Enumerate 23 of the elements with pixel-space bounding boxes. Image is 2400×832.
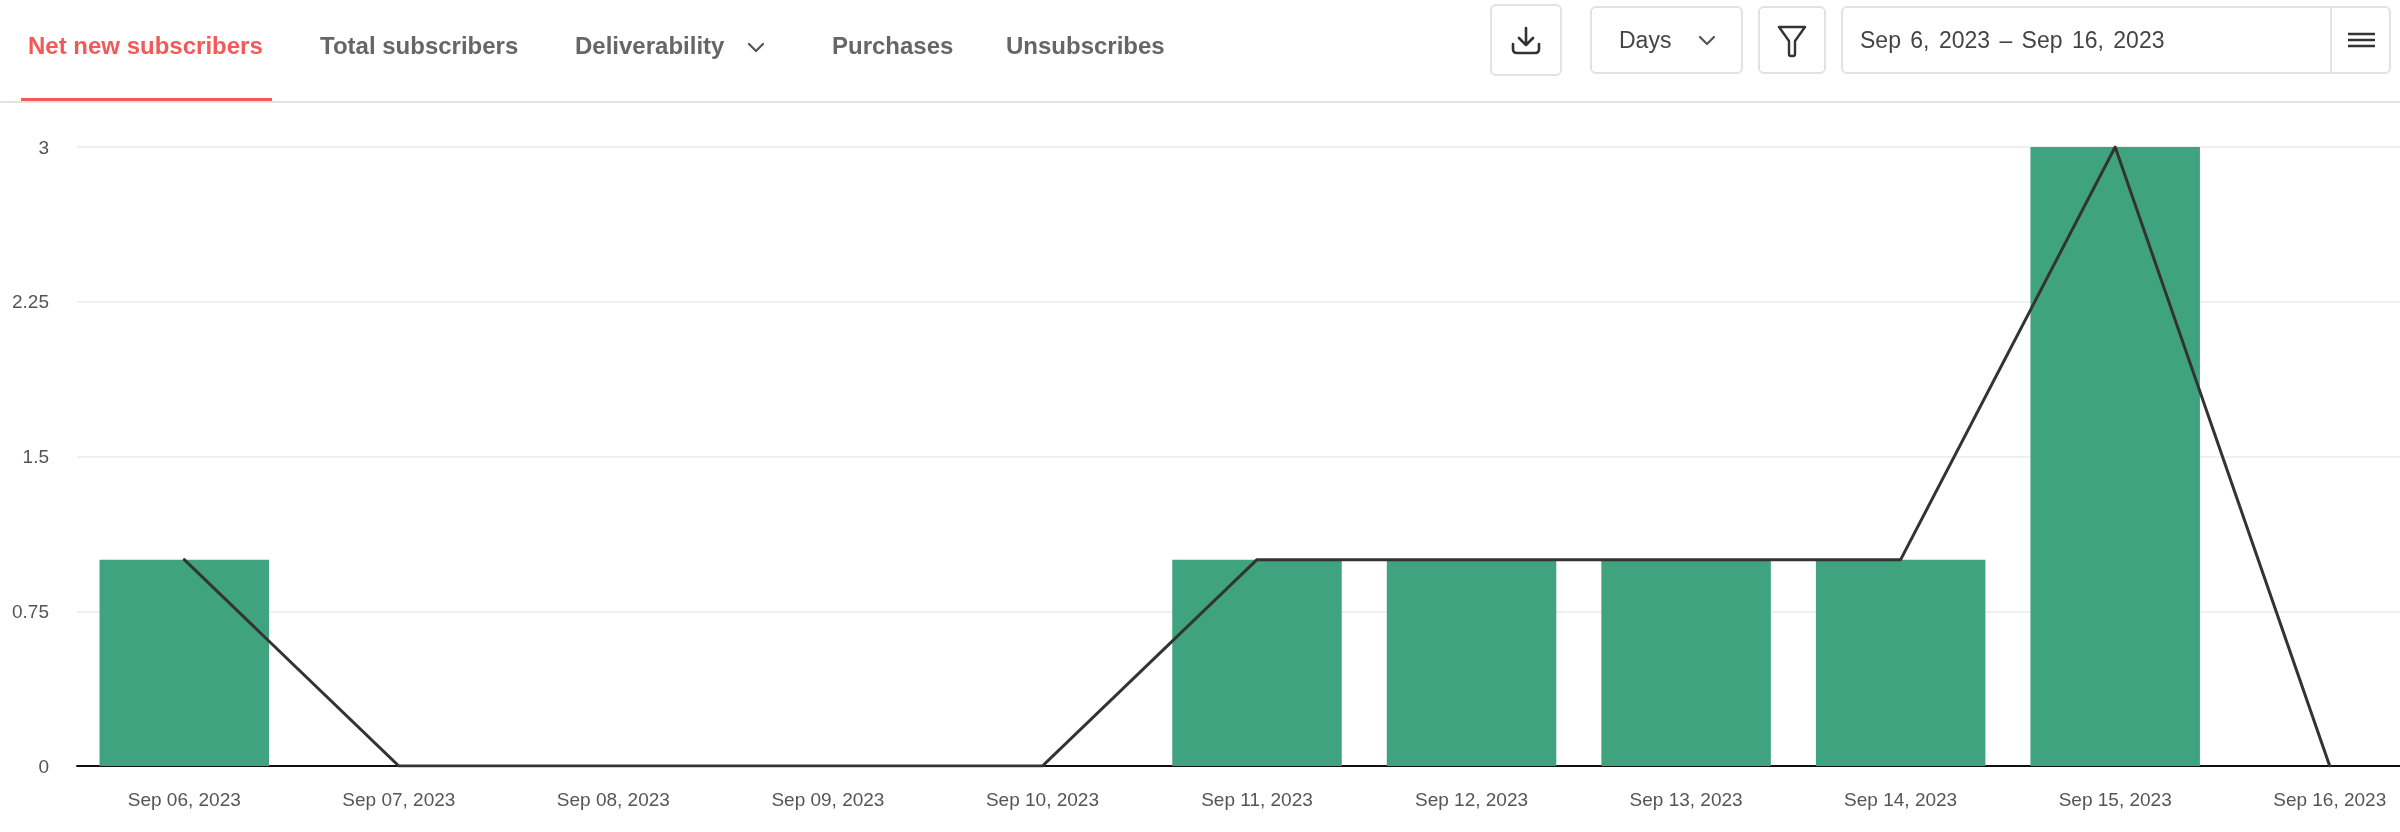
- x-tick-label: Sep 06, 2023: [127, 789, 241, 810]
- x-tick-label: Sep 16, 2023: [2273, 789, 2387, 810]
- y-tick-label: 1.5: [22, 446, 49, 467]
- y-tick-label: 0.75: [12, 600, 49, 622]
- x-tick-label: Sep 12, 2023: [1415, 789, 1529, 810]
- y-tick-label: 3: [38, 136, 49, 158]
- text: Total subscribers: [320, 31, 519, 61]
- text: Deliverability: [575, 31, 725, 61]
- text: Unsubscribes: [1006, 31, 1165, 61]
- x-tick-label: Sep 15, 2023: [2058, 789, 2172, 810]
- days-dropdown: Days: [1590, 6, 1743, 74]
- x-tick-label: Sep 13, 2023: [1629, 789, 1743, 810]
- date-range-field: Sep 6, 2023 – Sep 16, 2023: [1841, 6, 2391, 74]
- chart-title: Net new subscribers: [28, 31, 263, 61]
- y-tick-label: 0: [38, 755, 49, 777]
- x-tick-label: Sep 11, 2023: [1201, 789, 1313, 810]
- x-tick-label: Sep 14, 2023: [1844, 789, 1958, 810]
- y-tick-label: 2.25: [12, 291, 49, 313]
- x-tick-label: Sep 07, 2023: [342, 789, 456, 810]
- x-tick-label: Sep 10, 2023: [985, 789, 1099, 810]
- x-tick-label: Sep 08, 2023: [556, 789, 670, 810]
- x-tick-label: Sep 09, 2023: [771, 789, 885, 810]
- text: Purchases: [832, 31, 954, 61]
